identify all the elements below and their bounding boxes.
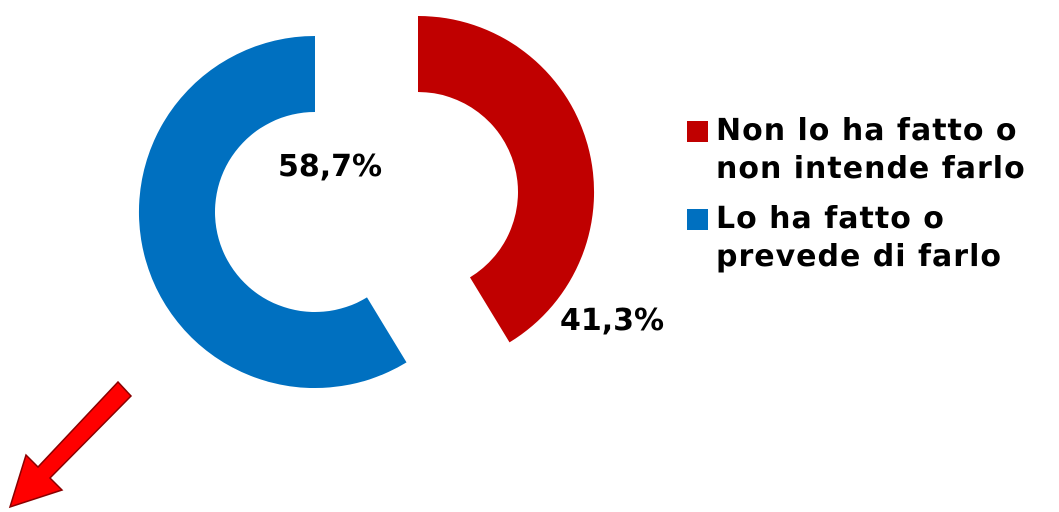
legend-swatch-red: [687, 121, 708, 142]
legend-item-red: Non lo ha fatto o non intende farlo: [687, 112, 1059, 188]
legend-item-blue: Lo ha fatto o prevede di farlo: [687, 200, 1059, 276]
slice-label-red: 41,3%: [560, 303, 664, 338]
legend-label-blue-line1: Lo ha fatto o: [716, 201, 945, 236]
slice-label-blue: 58,7%: [278, 149, 382, 184]
red-arrow-icon: [8, 380, 133, 509]
legend-label-red-line1: Non lo ha fatto o: [716, 113, 1018, 148]
slice-blue: [138, 35, 407, 389]
legend: Non lo ha fatto o non intende farlo Lo h…: [687, 112, 1059, 288]
legend-label-blue-line2: prevede di farlo: [716, 239, 1002, 274]
legend-label-red-line2: non intende farlo: [716, 151, 1026, 186]
slice-red: [418, 15, 595, 343]
legend-swatch-blue: [687, 209, 708, 230]
